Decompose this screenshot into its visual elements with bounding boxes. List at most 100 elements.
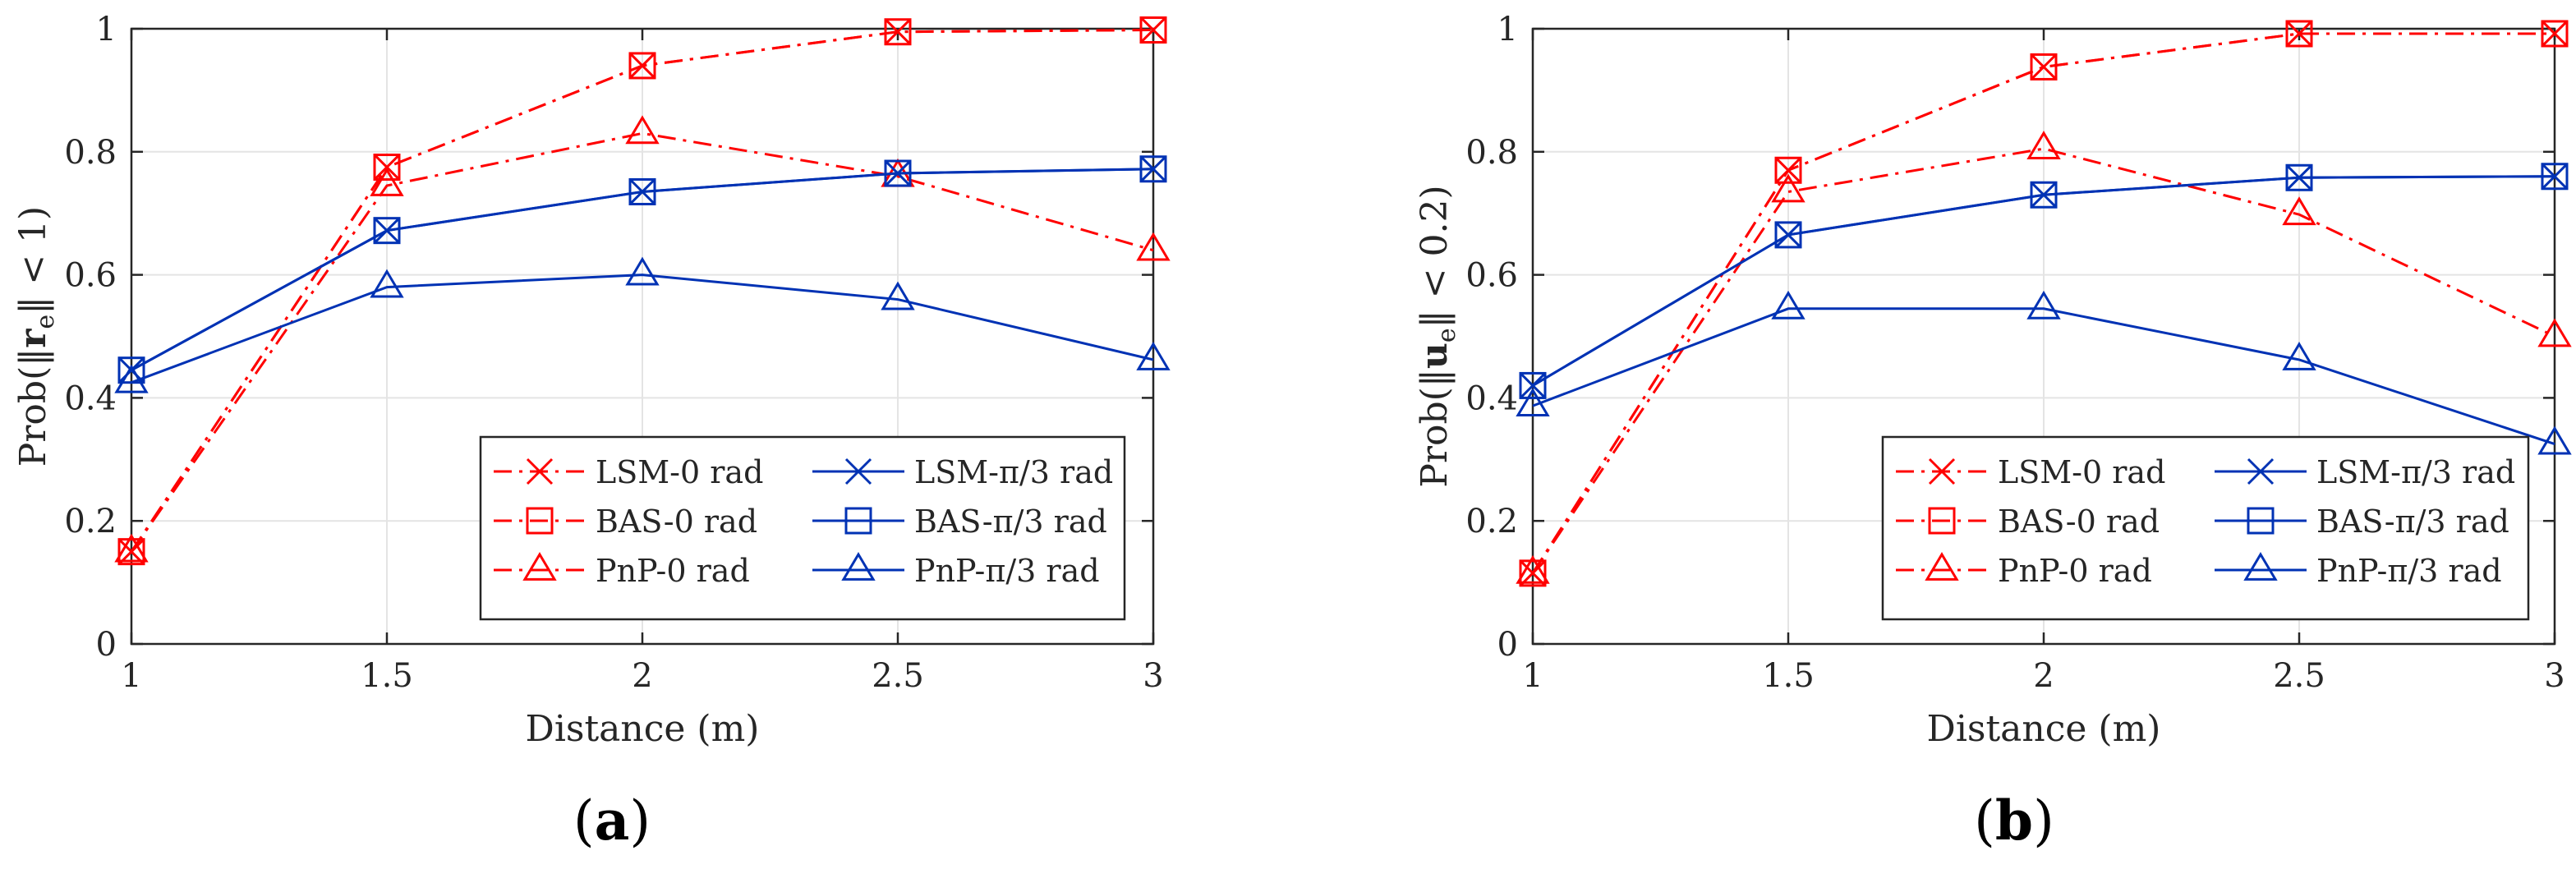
data-point (2541, 20, 2569, 48)
series-line (131, 274, 1154, 384)
data-point (1136, 232, 1171, 261)
data-point (2030, 181, 2058, 209)
data-point (2285, 20, 2313, 48)
data-point (1771, 173, 1806, 203)
data-point (2285, 163, 2313, 191)
x-tick-label: 1 (1522, 657, 1543, 695)
panel-label-open: ( (1974, 789, 1995, 853)
data-point (1774, 221, 1802, 249)
data-point (625, 256, 660, 286)
tick-marks (1531, 27, 2556, 646)
legend-swatch-marker (526, 457, 554, 485)
series-triangle-pi3 (1516, 290, 2572, 455)
data-point (2030, 53, 2058, 80)
legend-item: BAS-0 rad (494, 503, 757, 540)
panel-label-letter: a (595, 789, 630, 853)
panel-label: (b) (1974, 789, 2054, 853)
legend-box (479, 435, 1126, 621)
x-axis-label: Distance (m) (526, 708, 760, 750)
chart-panel-b: 1 1.5 2 2.5 3 0 0.2 0.4 0.6 0.8 1 Distance (m) Prob(… (1414, 11, 2572, 853)
legend-swatch-marker (1928, 507, 1956, 535)
data-point (884, 18, 912, 45)
y-tick-label: 0.2 (1465, 503, 1518, 540)
legend-item: BAS-0 rad (1896, 503, 2160, 540)
data-point (2285, 20, 2313, 48)
x-tick-label: 2 (2033, 657, 2054, 695)
legend-item: LSM-π/3 rad (812, 454, 1113, 490)
data-point (1139, 16, 1167, 44)
series-square-0rad (1519, 20, 2569, 587)
legend-label: BAS-π/3 rad (2316, 503, 2509, 540)
data-point (117, 538, 145, 566)
x-tick-label: 1 (121, 657, 141, 695)
legend-swatch-marker (2243, 552, 2278, 581)
y-tick-label: 0 (1497, 626, 1518, 664)
series-line (130, 131, 1154, 553)
data-point (2282, 342, 2316, 370)
y-tick-label: 0.8 (1465, 134, 1518, 172)
y-axis-label-vector: u (1414, 343, 1456, 369)
y-tick-label: 1 (1497, 11, 1518, 48)
series-triangle-pi3 (114, 256, 1171, 393)
x-tick-label: 2 (632, 657, 652, 695)
panel-label-open: ( (573, 789, 595, 853)
legend-label: BAS-π/3 rad (914, 503, 1107, 540)
y-tick-label: 0.6 (64, 257, 117, 295)
data-point (884, 18, 912, 46)
legend-swatch-marker (844, 507, 872, 535)
data-point (1519, 559, 1547, 587)
panel-label-letter: b (1995, 789, 2033, 853)
series-line (131, 168, 1154, 372)
y-tick-label: 0.4 (64, 379, 117, 417)
series-triangle-0rad (1516, 131, 2572, 584)
y-axis-label-suffix: ‖ < 0.2) (1414, 185, 1456, 328)
legend-label: PnP-0 rad (1998, 553, 2152, 589)
y-tick-label: 0 (96, 626, 117, 664)
legend: LSM-0 rad BAS-0 rad PnP-0 rad LSM-π/3 rad BA… (1881, 435, 2530, 621)
data-point (117, 356, 145, 384)
y-axis-label-subscript: e (1433, 328, 1461, 343)
legend-label: LSM-0 rad (1998, 454, 2165, 490)
legend: LSM-0 rad BAS-0 rad PnP-0 rad LSM-π/3 rad BA… (479, 435, 1126, 621)
panel-label: (a) (573, 789, 651, 853)
data-point (114, 364, 149, 393)
data-point (1516, 554, 1550, 584)
data-point (2030, 53, 2058, 80)
legend-swatch-marker (844, 457, 872, 485)
y-axis-label: Prob(‖re‖ < 1) (12, 206, 60, 467)
legend-item: LSM-π/3 rad (2215, 454, 2515, 490)
data-point (1771, 290, 1806, 320)
panel-label-close: ) (629, 789, 651, 853)
legend-swatch-marker (1928, 457, 1956, 485)
data-point (1774, 156, 1802, 184)
y-tick-label: 0.4 (1465, 379, 1518, 417)
legend-swatch-marker (522, 552, 557, 581)
legend-swatch-marker (1925, 552, 1959, 581)
data-point (2026, 290, 2061, 320)
y-axis-label-prefix: Prob(‖ (1414, 369, 1456, 487)
data-point (884, 159, 912, 187)
x-axis-label: Distance (m) (1927, 708, 2161, 750)
y-tick-label: 0.8 (64, 134, 117, 172)
data-point (114, 533, 149, 563)
data-point (628, 177, 656, 205)
data-point (373, 217, 401, 245)
legend-swatch-marker (2247, 507, 2275, 535)
data-point (1519, 371, 1547, 399)
chart-panel-a: 1 1.5 2 2.5 3 0 0.2 0.4 0.6 0.8 1 Distance (m) Prob(… (12, 11, 1171, 853)
y-axis-label-prefix: Prob(‖ (12, 348, 54, 467)
legend-item: PnP-π/3 rad (812, 552, 1100, 589)
series-line (1532, 307, 2555, 445)
data-point (1139, 16, 1167, 44)
y-axis-label-suffix: ‖ < 1) (12, 206, 54, 315)
x-tick-label: 3 (2544, 657, 2564, 695)
legend-label: BAS-0 rad (596, 503, 757, 540)
data-point (2537, 425, 2572, 455)
legend-label: LSM-0 rad (596, 454, 763, 490)
x-tick-label: 1.5 (1762, 657, 1815, 695)
x-tick-label: 2.5 (872, 657, 924, 695)
data-point (370, 168, 404, 196)
data-point (2537, 318, 2572, 347)
legend-label: LSM-π/3 rad (914, 454, 1113, 490)
legend-item: BAS-π/3 rad (812, 503, 1107, 540)
